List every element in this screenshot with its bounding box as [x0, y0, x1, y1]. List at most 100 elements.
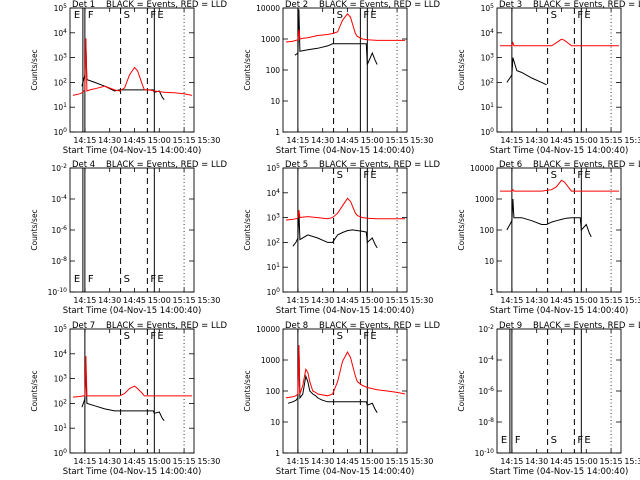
- x-tick-label: 15:00: [575, 457, 598, 466]
- y-tick-label: 10000: [470, 164, 494, 173]
- x-tick-label: 14:15: [73, 457, 96, 466]
- event-marker-label: S: [551, 435, 557, 446]
- event-marker-label: E: [584, 10, 590, 21]
- y-tick-label: 10: [270, 418, 280, 427]
- x-axis-label: Start Time (04-Nov-15 14:00:40): [490, 467, 629, 477]
- x-tick-label: 14:45: [123, 296, 146, 305]
- panel-title: Det 9: [499, 321, 522, 331]
- y-tick-label: 102: [481, 77, 495, 87]
- y-axis-label: Counts/sec: [243, 49, 252, 90]
- x-tick-label: 15:30: [197, 136, 220, 145]
- y-tick-label: 1000: [261, 35, 280, 44]
- event-marker-label: F: [515, 435, 521, 446]
- x-axis-label: Start Time (04-Nov-15 14:00:40): [63, 306, 202, 316]
- x-tick-label: 14:15: [286, 457, 309, 466]
- x-tick-label: 14:45: [123, 457, 146, 466]
- detector-panel-4: Det 4 BLACK = Events, RED = LLD 14:15 14:30…: [30, 160, 227, 316]
- panel-title: Det 6: [499, 160, 522, 170]
- event-marker-label: F: [150, 331, 156, 342]
- event-marker-label: E: [584, 170, 590, 181]
- panel-legend-text: BLACK = Events, RED = LLD: [106, 321, 227, 331]
- x-tick-label: 15:00: [361, 457, 384, 466]
- y-tick-label: 10-4: [51, 194, 67, 204]
- x-tick-label: 14:30: [311, 457, 334, 466]
- events-series-line: [506, 57, 547, 86]
- event-marker-label: F: [577, 170, 583, 181]
- events-series-line: [287, 345, 378, 413]
- event-marker-label: E: [74, 10, 80, 21]
- detector-panel-2: Det 2 BLACK = Events, RED = LLD 14:15 14:30…: [243, 0, 440, 156]
- y-tick-label: 102: [54, 398, 68, 408]
- x-tick-label: 14:15: [286, 136, 309, 145]
- y-tick-label: 10000: [256, 325, 280, 334]
- x-tick-label: 14:30: [98, 296, 121, 305]
- y-tick-label: 1: [275, 449, 280, 458]
- x-axis-label: Start Time (04-Nov-15 14:00:40): [276, 467, 415, 477]
- event-marker-label: E: [501, 435, 507, 446]
- x-tick-label: 14:45: [550, 457, 573, 466]
- panel-legend-text: BLACK = Events, RED = LLD: [106, 160, 227, 170]
- y-axis-label: Counts/sec: [243, 209, 252, 250]
- events-series-line: [294, 9, 378, 65]
- x-tick-label: 14:45: [123, 136, 146, 145]
- x-axis-label: Start Time (04-Nov-15 14:00:40): [276, 306, 415, 316]
- y-tick-label: 103: [54, 374, 68, 384]
- event-marker-label: S: [124, 10, 130, 21]
- event-marker-label: F: [363, 170, 369, 181]
- detector-panel-9: Det 9 BLACK = Events, RED = LLD 14:1514:30…: [457, 321, 640, 477]
- y-axis-label: Counts/sec: [457, 370, 466, 411]
- y-tick-label: 100: [266, 66, 281, 75]
- events-series-line: [506, 198, 592, 238]
- event-marker-label: S: [124, 274, 130, 285]
- x-tick-label: 15:30: [410, 136, 433, 145]
- events-series-line: [81, 45, 165, 101]
- y-tick-label: 105: [481, 3, 495, 13]
- x-tick-label: 14:15: [500, 136, 523, 145]
- x-tick-label: 15:15: [600, 296, 623, 305]
- x-tick-label: 15:30: [410, 296, 433, 305]
- event-marker-label: F: [150, 10, 156, 21]
- x-tick-label: 14:30: [98, 136, 121, 145]
- x-tick-label: 15:00: [575, 296, 598, 305]
- y-axis-label: Counts/sec: [457, 209, 466, 250]
- x-tick-label: 15:30: [197, 296, 220, 305]
- y-tick-label: 100: [481, 127, 495, 137]
- panel-legend-text: BLACK = Events, RED = LLD: [106, 0, 227, 10]
- y-axis-label: Counts/sec: [243, 370, 252, 411]
- y-tick-label: 100: [54, 448, 68, 458]
- event-marker-label: S: [337, 10, 343, 21]
- plot-frame: [282, 7, 408, 133]
- lld-series-line: [285, 345, 406, 399]
- x-tick-label: 15:15: [600, 457, 623, 466]
- panel-legend-text: BLACK = Events, RED = LLD: [319, 160, 440, 170]
- plot-frame: [282, 167, 408, 293]
- x-tick-label: 15:30: [410, 457, 433, 466]
- detector-panel-1: Det 1 BLACK = Events, RED = LLD 14:15 14:30…: [30, 0, 227, 156]
- x-tick-label: 14:45: [336, 136, 359, 145]
- x-tick-label: 14:45: [336, 457, 359, 466]
- x-tick-label: 15:15: [386, 136, 409, 145]
- y-tick-label: 105: [54, 3, 68, 13]
- event-marker-label: S: [124, 331, 130, 342]
- detector-panel-3: Det 3 BLACK = Events, RED = LLD 14:1514:30…: [457, 0, 640, 156]
- x-tick-label: 15:15: [173, 296, 196, 305]
- y-tick-label: 10-8: [478, 417, 494, 427]
- x-tick-label: 14:45: [550, 136, 573, 145]
- x-tick-label: 15:30: [624, 457, 640, 466]
- x-axis-label: Start Time (04-Nov-15 14:00:40): [276, 146, 415, 156]
- panel-legend-text: BLACK = Events, RED = LLD: [533, 321, 640, 331]
- y-axis-label: Counts/sec: [30, 209, 39, 250]
- y-axis-label: Counts/sec: [30, 370, 39, 411]
- y-tick-label: 1000: [261, 356, 280, 365]
- event-marker-label: F: [363, 10, 369, 21]
- y-tick-label: 101: [54, 423, 68, 433]
- event-marker-label: E: [584, 435, 590, 446]
- plot-frame: [496, 7, 622, 133]
- y-axis-label: Counts/sec: [30, 49, 39, 90]
- plot-frame: [69, 7, 195, 133]
- x-axis-label: Start Time (04-Nov-15 14:00:40): [490, 146, 629, 156]
- x-tick-label: 14:15: [286, 296, 309, 305]
- x-tick-label: 15:15: [173, 457, 196, 466]
- y-tick-label: 10-10: [48, 287, 68, 297]
